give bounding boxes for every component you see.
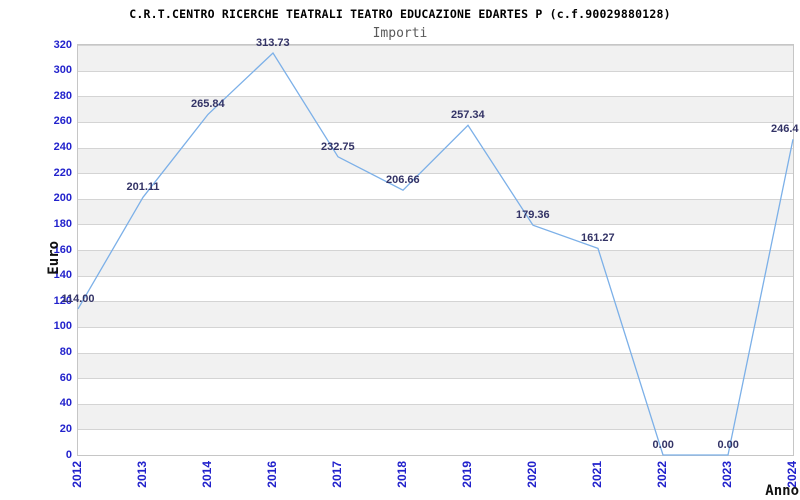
point-label: 232.75 [321,140,355,153]
point-label: 161.27 [581,232,615,245]
y-tick-label: 240 [53,141,72,153]
y-tick-label: 120 [53,294,72,307]
y-tick-label: 160 [53,243,72,256]
band [78,96,793,122]
x-tick-label: 2019 [460,461,474,488]
y-tick-label: 60 [59,371,72,384]
gridline [78,224,793,226]
point-label: 257.34 [451,109,485,122]
band [78,301,793,327]
point-label: 0.00 [652,439,674,451]
x-tick-label: 2014 [200,461,214,488]
gridline [78,403,793,405]
gridline [78,429,793,431]
point-label: 0.00 [717,439,739,451]
chart-subtitle: Importi [372,26,428,41]
gridline [78,96,793,98]
gridline [78,378,793,380]
band [78,352,793,379]
x-axis-title: Anno [765,483,799,499]
y-tick-label: 0 [65,448,72,461]
point-label: 179.36 [516,209,550,222]
y-tick-label: 100 [53,320,72,333]
gridline [78,121,793,123]
y-tick-label: 40 [59,397,72,410]
point-label: 313.73 [256,37,290,50]
x-tick-label: 2023 [720,461,734,488]
x-tick-label: 2017 [330,461,344,488]
x-tick-label: 2016 [265,461,279,488]
point-label: 246.4 [771,123,799,136]
point-label: 265.84 [191,98,225,111]
line-series [77,51,794,456]
gridline [78,250,793,251]
gridline [78,275,793,277]
x-tick-label: 2022 [655,461,669,488]
gridline [78,147,793,149]
point-label: 114.00 [61,292,95,305]
point-label: 201.11 [126,181,160,194]
y-tick-label: 260 [53,115,72,128]
y-tick-label: 300 [53,64,72,77]
x-tick-label: 2021 [590,461,604,488]
x-tick-label: 2018 [395,461,409,488]
plot-area [77,44,794,456]
y-tick-label: 80 [59,346,72,358]
band [78,403,793,430]
band [78,198,793,225]
y-tick-label: 280 [53,89,72,102]
point-label: 206.66 [386,174,420,187]
gridline [78,301,793,303]
x-tick-label: 2013 [135,461,149,488]
gridline [78,326,793,328]
band [78,45,793,71]
gridline [78,45,793,46]
gridline [78,173,793,175]
gridline [78,198,793,200]
x-tick-label: 2012 [70,461,84,488]
chart-title: C.R.T.CENTRO RICERCHE TEATRALI TEATRO ED… [129,7,671,21]
y-tick-label: 200 [53,192,72,205]
gridline [78,70,793,72]
band [78,250,793,276]
y-tick-label: 20 [59,422,72,435]
y-tick-label: 320 [53,38,72,51]
line-series-path [77,51,794,456]
y-tick-label: 180 [53,217,72,230]
y-tick-label: 140 [53,269,72,282]
x-tick-label: 2020 [525,461,539,488]
gridline [78,352,793,354]
y-axis-title: Euro [46,241,62,275]
y-tick-label: 220 [53,166,72,179]
band [78,147,793,174]
